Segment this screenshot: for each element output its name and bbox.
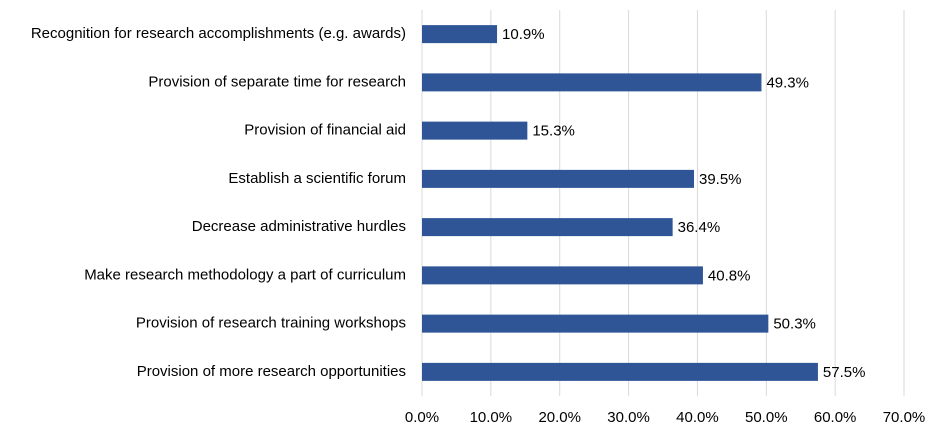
x-tick-label: 30.0% <box>607 409 650 426</box>
bar <box>422 169 694 188</box>
y-tick-label: Provision of research training workshops <box>136 315 406 332</box>
x-tick-label: 20.0% <box>538 409 581 426</box>
value-label: 49.3% <box>766 74 809 91</box>
y-tick-label: Provision of separate time for research <box>148 73 406 90</box>
x-tick-label: 10.0% <box>470 409 513 426</box>
bar <box>422 266 703 285</box>
y-tick-label: Provision of more research opportunities <box>137 363 406 380</box>
value-label: 57.5% <box>823 364 866 381</box>
value-label: 15.3% <box>532 123 575 140</box>
y-tick-label: Decrease administrative hurdles <box>192 218 406 235</box>
value-label: 50.3% <box>773 316 816 333</box>
y-tick-label: Recognition for research accomplishments… <box>31 25 406 42</box>
x-tick-label: 40.0% <box>676 409 719 426</box>
bar <box>422 25 498 44</box>
value-label: 10.9% <box>502 26 545 43</box>
x-tick-label: 0.0% <box>405 409 439 426</box>
value-label: 40.8% <box>708 267 751 284</box>
y-tick-label: Establish a scientific forum <box>228 170 406 187</box>
x-tick-label: 70.0% <box>883 409 926 426</box>
y-tick-label: Provision of financial aid <box>244 122 406 139</box>
bar <box>422 218 673 237</box>
value-label: 39.5% <box>699 171 742 188</box>
x-tick-label: 60.0% <box>814 409 857 426</box>
bar <box>422 121 528 140</box>
x-tick-label: 50.0% <box>745 409 788 426</box>
bar <box>422 314 769 333</box>
bar <box>422 73 762 92</box>
value-label: 36.4% <box>678 219 721 236</box>
y-tick-label: Make research methodology a part of curr… <box>84 266 406 283</box>
bar <box>422 362 818 381</box>
